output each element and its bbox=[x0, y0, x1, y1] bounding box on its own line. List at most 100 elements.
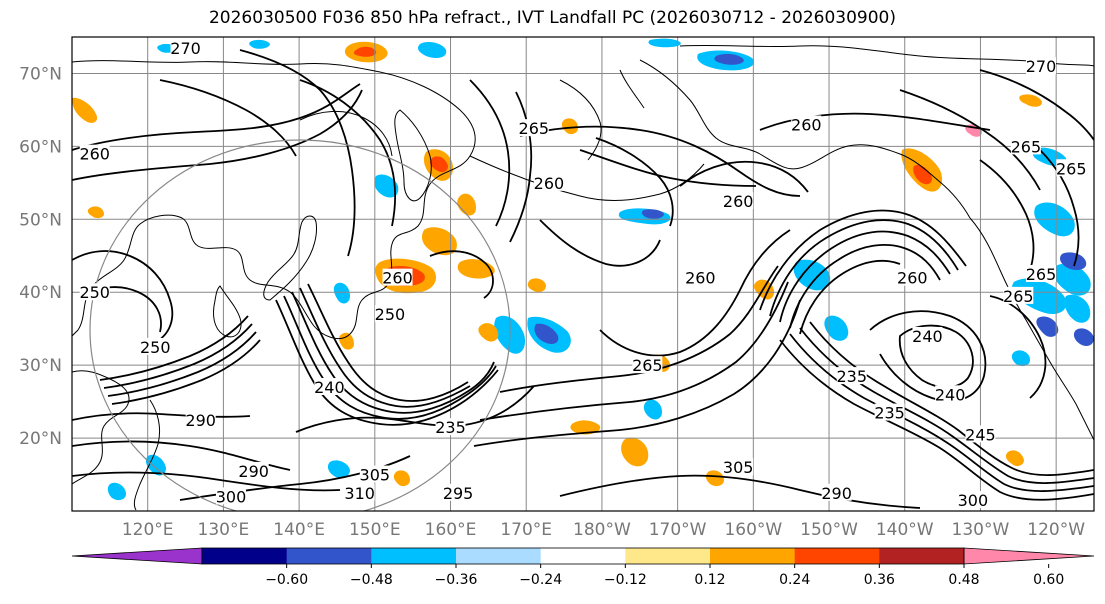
contour-line bbox=[307, 283, 469, 402]
contour-label: 250 bbox=[79, 283, 110, 302]
colorbar-tick-labels: −0.60 −0.48 −0.36 −0.24 −0.12 0.12 0.24 0.36 0.4… bbox=[265, 564, 1064, 588]
shade-patch bbox=[1005, 450, 1024, 467]
contour-line bbox=[72, 412, 251, 421]
longitude-labels: 120°E 130°E 140°E 150°E 160°E 170°E 180°W 170°W… bbox=[122, 520, 1085, 540]
lon-tick-label: 160°W bbox=[724, 520, 782, 540]
contour-label-bg bbox=[359, 465, 390, 483]
contour-label-bg bbox=[935, 385, 966, 403]
contour-label: 295 bbox=[443, 484, 474, 503]
contour-label-bg bbox=[443, 483, 474, 501]
latitude-labels: 70°N 60°N 50°N 40°N 30°N 20°N bbox=[19, 64, 62, 449]
coastline-alaska bbox=[639, 59, 971, 219]
contour-line bbox=[479, 281, 789, 421]
lon-tick-label: 130°W bbox=[952, 520, 1010, 540]
contour-line bbox=[519, 125, 801, 197]
contour-label-bg bbox=[185, 410, 216, 428]
contour-label-bg bbox=[897, 268, 928, 286]
contour-label: 290 bbox=[185, 411, 216, 430]
contour-line bbox=[869, 310, 987, 402]
contour-line bbox=[679, 160, 809, 193]
contour-label-bg bbox=[374, 305, 405, 323]
map-frame bbox=[71, 36, 1095, 512]
contour-label: 260 bbox=[791, 116, 822, 135]
lat-tick-label: 50°N bbox=[19, 210, 62, 230]
contour-line bbox=[111, 339, 261, 405]
lon-tick-label: 140°W bbox=[876, 520, 934, 540]
contour-line bbox=[291, 291, 495, 414]
contour-label: 305 bbox=[723, 458, 754, 477]
refractivity-contours bbox=[72, 49, 1094, 509]
contour-label: 265 bbox=[632, 356, 663, 375]
colorbar bbox=[71, 547, 1095, 565]
contour-line bbox=[275, 299, 499, 426]
colorbar-segment bbox=[456, 548, 542, 564]
lon-tick-label: 170°W bbox=[649, 520, 707, 540]
contour-line bbox=[799, 259, 901, 335]
contour-label: 310 bbox=[344, 484, 375, 503]
lon-tick-label: 120°W bbox=[1027, 520, 1085, 540]
colorbar-tick-label: −0.60 bbox=[265, 572, 308, 588]
colorbar-segment bbox=[794, 548, 880, 564]
contour-label-bg bbox=[632, 356, 663, 374]
contour-label: 265 bbox=[1003, 287, 1034, 306]
contour-line bbox=[559, 474, 921, 509]
contour-line bbox=[99, 315, 249, 381]
contour-label-bg bbox=[965, 425, 996, 443]
contour-line bbox=[499, 265, 779, 393]
contour-label-bg bbox=[238, 461, 269, 479]
contour-line bbox=[779, 230, 951, 323]
colorbar-segment bbox=[879, 548, 965, 564]
contour-label: 290 bbox=[821, 484, 852, 503]
contour-label: 265 bbox=[1011, 137, 1042, 156]
shade-patch bbox=[527, 278, 546, 293]
contour-label: 235 bbox=[874, 404, 905, 423]
colorbar-tick-label: 0.48 bbox=[948, 572, 979, 588]
contour-label: 265 bbox=[1026, 265, 1057, 284]
shade-patch bbox=[705, 470, 724, 487]
contour-label: 300 bbox=[958, 491, 989, 510]
shade-patch bbox=[421, 227, 457, 256]
colorbar-tick-label: 0.12 bbox=[694, 572, 725, 588]
colorbar-segment bbox=[286, 548, 372, 564]
contour-label-bg bbox=[1056, 159, 1087, 177]
shade-patch bbox=[333, 282, 350, 304]
colorbar-segment bbox=[202, 548, 288, 564]
map-background bbox=[72, 37, 1094, 511]
contour-line bbox=[579, 149, 757, 187]
coastline-japan bbox=[263, 215, 317, 301]
lon-tick-label: 120°E bbox=[122, 520, 174, 540]
contour-label: 260 bbox=[723, 192, 754, 211]
colorbar-tick-label: −0.36 bbox=[435, 572, 478, 588]
contour-label: 265 bbox=[519, 119, 550, 138]
shade-patch bbox=[534, 323, 559, 344]
contour-label: 250 bbox=[140, 338, 171, 357]
lat-tick-label: 20°N bbox=[19, 429, 62, 449]
contour-label-bg bbox=[382, 268, 413, 286]
shade-patch bbox=[648, 38, 681, 48]
lon-tick-label: 170°E bbox=[500, 520, 552, 540]
contour-line bbox=[103, 323, 253, 389]
contour-label: 270 bbox=[170, 39, 201, 58]
contour-line bbox=[107, 331, 257, 397]
contour-label: 245 bbox=[965, 425, 996, 444]
shade-patch bbox=[374, 174, 399, 198]
contour-label-bg bbox=[170, 38, 201, 56]
shade-patch bbox=[793, 259, 831, 291]
shade-patch bbox=[145, 454, 166, 476]
shade-patch bbox=[72, 97, 98, 123]
shade-patch bbox=[824, 315, 849, 341]
contour-label-bg bbox=[836, 367, 867, 385]
shade-patch bbox=[249, 39, 270, 49]
colorbar-segment bbox=[710, 548, 796, 564]
contour-label-bg bbox=[518, 119, 549, 137]
contour-label: 260 bbox=[685, 269, 716, 288]
contour-label-bg bbox=[874, 403, 905, 421]
lat-tick-label: 70°N bbox=[19, 64, 62, 84]
contour-line bbox=[599, 229, 791, 357]
contour-label: 270 bbox=[1026, 57, 1057, 76]
contour-line bbox=[72, 89, 363, 181]
shade-patch bbox=[339, 332, 354, 350]
contour-line bbox=[979, 159, 1035, 271]
contour-line bbox=[595, 137, 674, 227]
